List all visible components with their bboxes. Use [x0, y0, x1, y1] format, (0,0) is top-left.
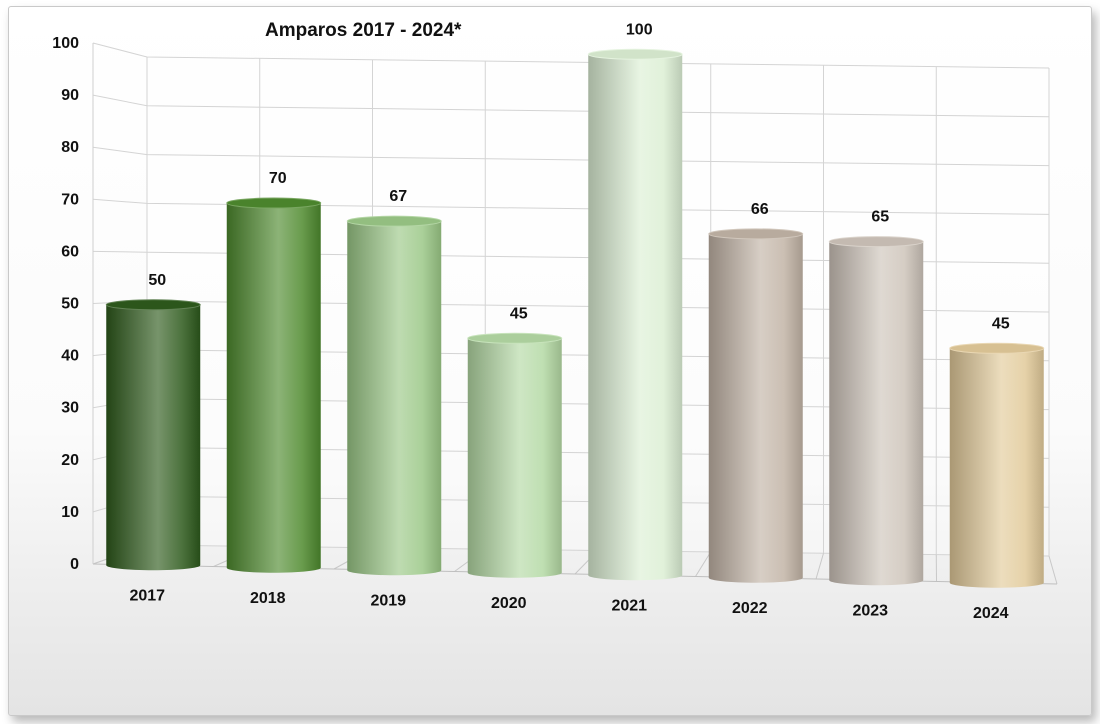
chart-title: Amparos 2017 - 2024* — [265, 20, 462, 41]
bar-cap — [949, 342, 1045, 354]
x-tick-label: 2020 — [491, 595, 527, 612]
bar-cap — [105, 299, 201, 311]
bar-cap — [467, 332, 563, 344]
floor-divider — [1048, 555, 1058, 585]
bar-body — [829, 241, 924, 586]
y-tick-label: 90 — [61, 87, 79, 104]
y-tick-label: 40 — [61, 348, 79, 365]
bar-cap — [587, 48, 683, 60]
labels: 0 10 20 30 40 50 60 70 80 90 100 50 2017 70 2018 67 2019… — [52, 21, 1009, 622]
bar-body — [106, 304, 201, 571]
bar-body — [467, 338, 562, 578]
bar-cap — [708, 228, 804, 240]
y-tick-label: 10 — [61, 504, 79, 521]
y-tick-label: 30 — [61, 400, 79, 417]
y-tick-label: 100 — [52, 35, 79, 52]
chart-frame: 0 10 20 30 40 50 60 70 80 90 100 50 2017 70 2018 67 2019… — [8, 6, 1092, 716]
y-tick-label: 80 — [61, 139, 79, 156]
bar-2019 — [346, 215, 442, 576]
data-label: 65 — [871, 209, 889, 226]
data-label: 45 — [510, 305, 528, 322]
floor-divider — [695, 551, 712, 577]
bar-body — [347, 221, 442, 576]
bar-2023 — [828, 236, 924, 586]
bar-2020 — [467, 332, 563, 578]
bar-2021 — [587, 48, 683, 581]
bar-2022 — [708, 228, 804, 583]
bar-body — [588, 54, 683, 581]
bar-body — [708, 233, 803, 583]
floor-divider — [815, 553, 824, 580]
x-tick-label: 2017 — [129, 587, 165, 604]
x-tick-label: 2022 — [732, 600, 768, 617]
bar-2024 — [949, 342, 1045, 588]
data-label: 100 — [626, 21, 653, 38]
bar-chart: 0 10 20 30 40 50 60 70 80 90 100 50 2017 70 2018 67 2019… — [52, 20, 1058, 622]
bars — [105, 48, 1045, 588]
x-tick-label: 2018 — [250, 590, 286, 607]
bar-cap — [828, 236, 924, 248]
data-label: 45 — [992, 315, 1010, 332]
y-tick-label: 0 — [70, 556, 79, 573]
data-label: 50 — [148, 272, 166, 289]
y-tick-label: 50 — [61, 296, 79, 313]
bar-2018 — [226, 197, 322, 573]
y-tick-label: 60 — [61, 243, 79, 260]
x-tick-label: 2021 — [611, 597, 647, 614]
x-tick-label: 2023 — [852, 602, 888, 619]
bar-body — [226, 203, 321, 573]
data-label: 66 — [751, 201, 769, 218]
bar-cap — [346, 215, 442, 227]
x-tick-label: 2024 — [973, 605, 1009, 622]
y-tick-label: 20 — [61, 452, 79, 469]
data-label: 70 — [269, 170, 287, 187]
y-tick-label: 70 — [61, 191, 79, 208]
data-label: 67 — [389, 188, 407, 205]
bar-body — [949, 348, 1044, 588]
x-tick-label: 2019 — [370, 592, 406, 609]
bar-cap — [226, 197, 322, 209]
bar-2017 — [105, 299, 201, 571]
